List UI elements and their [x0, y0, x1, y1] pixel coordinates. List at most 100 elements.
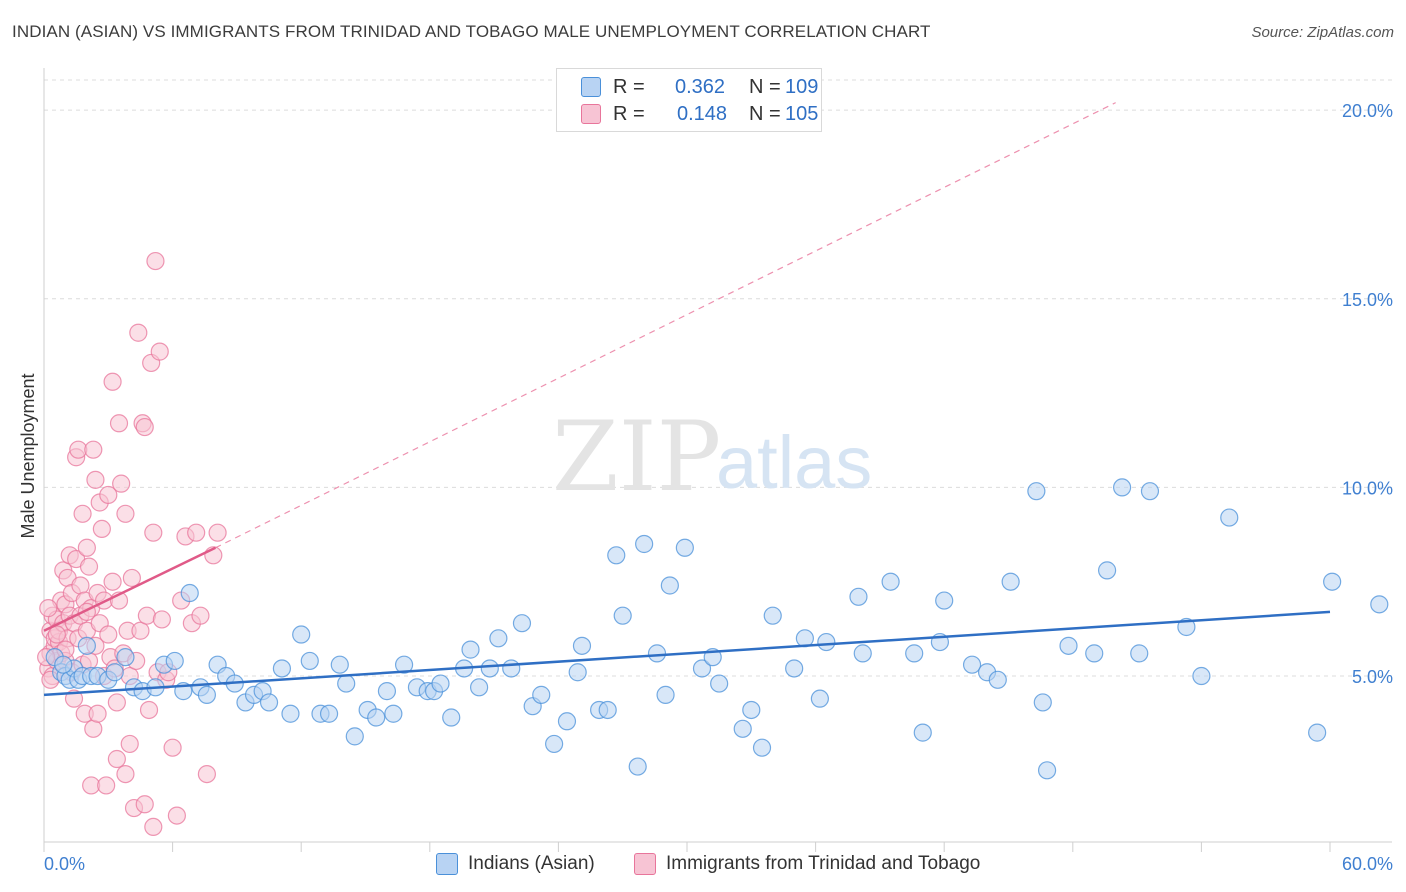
- data-point: [572, 636, 592, 655]
- data-point: [47, 625, 66, 644]
- data-point: [300, 651, 319, 671]
- data-point: [137, 606, 156, 625]
- data-point: [742, 700, 761, 720]
- data-point: [752, 738, 772, 757]
- stats-r-value: 0.148: [677, 102, 728, 125]
- data-point: [152, 610, 171, 629]
- data-point: [1370, 595, 1389, 614]
- data-point: [785, 659, 804, 678]
- data-point: [135, 795, 154, 814]
- data-point: [962, 655, 982, 674]
- stats-n-label: N =: [749, 75, 781, 98]
- trend-lines: [43, 102, 1331, 697]
- data-point: [77, 538, 96, 557]
- grid-lines: [44, 79, 1392, 677]
- trend-line-projection: [215, 102, 1116, 549]
- data-point: [86, 470, 105, 489]
- stats-r-value: 0.362: [675, 75, 726, 98]
- watermark-atlas: atlas: [716, 421, 872, 504]
- data-point: [71, 576, 90, 595]
- data-point: [105, 663, 124, 682]
- stats-n-value: 109: [785, 75, 819, 98]
- series-indians-points: [45, 478, 1389, 780]
- data-point: [197, 685, 216, 704]
- data-point: [1027, 482, 1046, 501]
- stats-box: R = 0.362 N = 109 R = 0.148 N = 105: [556, 68, 822, 132]
- data-point: [208, 523, 227, 542]
- stats-swatch-trinidad: [581, 104, 601, 124]
- data-point: [557, 712, 577, 731]
- data-point: [1192, 666, 1211, 686]
- data-point: [54, 655, 73, 674]
- stats-n-value: 105: [785, 102, 819, 125]
- data-point: [1097, 561, 1117, 580]
- data-point: [116, 648, 135, 667]
- y-tick-label: 20.0%: [1342, 101, 1393, 121]
- data-point: [292, 625, 311, 644]
- data-point: [88, 704, 107, 723]
- legend-swatch-indians: [436, 853, 458, 875]
- data-point: [656, 685, 675, 704]
- data-point: [532, 685, 551, 704]
- data-point: [394, 655, 414, 674]
- data-point: [660, 576, 679, 595]
- data-point: [191, 606, 210, 625]
- data-point: [598, 700, 617, 720]
- data-point: [1220, 508, 1239, 527]
- data-point: [330, 655, 349, 674]
- data-point: [1001, 572, 1020, 591]
- data-point: [913, 723, 932, 742]
- data-point: [367, 708, 386, 727]
- data-point: [692, 659, 712, 678]
- data-point: [180, 583, 199, 603]
- data-point: [167, 806, 186, 825]
- data-point: [1033, 693, 1052, 712]
- data-point: [92, 519, 111, 539]
- data-point: [935, 591, 954, 610]
- data-point: [337, 674, 356, 693]
- data-point: [73, 504, 92, 523]
- data-point: [1130, 644, 1149, 663]
- data-point: [144, 523, 163, 542]
- legend-item-trinidad: Immigrants from Trinidad and Tobago: [634, 851, 980, 877]
- data-point: [442, 708, 461, 727]
- data-point: [817, 632, 836, 652]
- y-axis-label: Male Unemployment: [18, 373, 38, 538]
- data-point: [79, 557, 99, 576]
- data-point: [905, 644, 924, 663]
- data-point: [319, 704, 339, 723]
- data-point: [150, 342, 169, 361]
- data-point: [607, 546, 626, 565]
- data-point: [97, 776, 116, 795]
- data-point: [99, 625, 118, 644]
- data-point: [107, 749, 126, 769]
- data-point: [103, 372, 122, 391]
- data-point: [120, 734, 139, 754]
- data-point: [84, 719, 103, 738]
- data-point: [116, 504, 135, 523]
- data-point: [881, 572, 900, 591]
- data-point: [377, 682, 397, 701]
- data-point: [763, 606, 782, 625]
- stats-r-label: R =: [613, 75, 645, 98]
- data-point: [259, 693, 279, 712]
- data-point: [129, 323, 148, 342]
- data-point: [647, 644, 667, 663]
- watermark: ZIP atlas: [552, 401, 872, 513]
- data-point: [480, 659, 499, 678]
- data-point: [1059, 636, 1078, 655]
- data-point: [512, 614, 532, 633]
- data-point: [461, 640, 480, 659]
- data-point: [810, 689, 829, 708]
- data-point: [384, 704, 403, 723]
- stats-r-label: R =: [613, 102, 645, 125]
- data-point: [135, 417, 154, 437]
- data-point: [163, 738, 182, 757]
- data-point: [710, 674, 729, 693]
- legend-item-indians: Indians (Asian): [436, 851, 595, 877]
- data-point: [431, 674, 450, 693]
- y-tick-label: 10.0%: [1342, 478, 1393, 498]
- data-point: [613, 606, 632, 625]
- data-point: [187, 523, 206, 542]
